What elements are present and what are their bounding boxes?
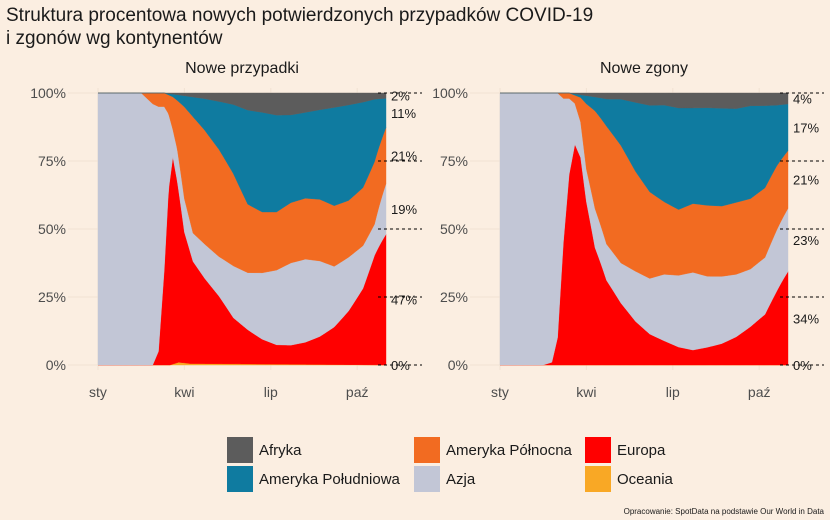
x-tick-label: lip (666, 384, 680, 400)
end-value-label: 21% (391, 149, 417, 164)
x-tick-label: sty (89, 384, 107, 400)
source-caption: Opracowanie: SpotData na podstawie Our W… (623, 507, 824, 516)
x-tick-label: paź (346, 384, 369, 400)
area-afryka (98, 92, 387, 116)
end-value-label: 47% (391, 293, 417, 308)
legend: Afryka Ameryka Północna Europa Ameryka Połu… (227, 437, 745, 492)
end-value-label: 4% (793, 91, 812, 106)
end-value-label: 19% (391, 202, 417, 217)
panel-deaths: Nowe zgony 0% 25% 50% 75% 100% sty kwi lip paź 4% 1… (432, 60, 824, 400)
legend-swatch (585, 437, 611, 463)
legend-item-afryka: Afryka (227, 437, 414, 463)
legend-label: Ameryka Południowa (259, 470, 400, 488)
legend-swatch (227, 466, 253, 492)
x-tick-label: sty (491, 384, 509, 400)
panel-cases: Nowe przypadki 0% 25% 50% 75% 100% sty kwi lip pa… (30, 60, 422, 400)
end-value-label: 0% (391, 358, 410, 373)
y-tick-label: 0% (46, 357, 66, 373)
area-afryka (500, 92, 789, 109)
y-tick-label: 75% (38, 153, 66, 169)
x-tick-label: paź (748, 384, 771, 400)
y-tick-label: 25% (38, 289, 66, 305)
legend-item-europa: Europa (585, 437, 745, 463)
y-tick-label: 100% (30, 85, 66, 101)
legend-item-azja: Azja (414, 466, 585, 492)
y-tick-label: 100% (432, 85, 468, 101)
y-tick-label: 50% (440, 221, 468, 237)
legend-swatch (414, 437, 440, 463)
end-value-label: 2% (391, 89, 410, 104)
legend-swatch (227, 437, 253, 463)
end-value-label: 0% (793, 358, 812, 373)
y-tick-label: 50% (38, 221, 66, 237)
legend-item-ameryka-poludniowa: Ameryka Południowa (227, 466, 414, 492)
legend-item-oceania: Oceania (585, 466, 745, 492)
legend-item-ameryka-polnocna: Ameryka Północna (414, 437, 585, 463)
chart-title: Struktura procentowa nowych potwierdzony… (6, 5, 594, 49)
end-value-label: 23% (793, 233, 819, 248)
x-tick-label: kwi (174, 384, 194, 400)
y-tick-label: 0% (448, 357, 468, 373)
end-value-label: 21% (793, 173, 819, 188)
panel-title: Nowe zgony (600, 60, 688, 77)
legend-label: Azja (446, 470, 476, 488)
legend-label: Ameryka Północna (446, 441, 572, 459)
legend-label: Europa (617, 441, 666, 459)
y-tick-label: 25% (440, 289, 468, 305)
legend-swatch (414, 466, 440, 492)
legend-label: Afryka (259, 441, 302, 459)
x-tick-label: lip (264, 384, 278, 400)
legend-swatch (585, 466, 611, 492)
y-tick-label: 75% (440, 153, 468, 169)
panel-title: Nowe przypadki (185, 60, 299, 77)
end-value-label: 17% (793, 120, 819, 135)
end-value-label: 34% (793, 311, 819, 326)
x-tick-label: kwi (576, 384, 596, 400)
end-value-label: 11% (391, 106, 416, 121)
legend-label: Oceania (617, 470, 673, 488)
